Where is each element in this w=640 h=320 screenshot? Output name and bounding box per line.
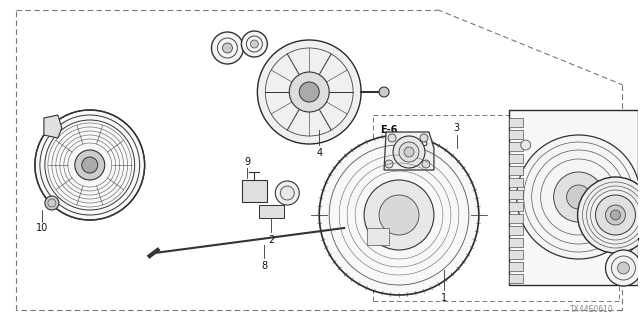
Ellipse shape <box>319 135 479 295</box>
Text: 8: 8 <box>261 261 268 271</box>
Ellipse shape <box>246 36 262 52</box>
Polygon shape <box>509 202 523 211</box>
Ellipse shape <box>393 136 425 168</box>
Ellipse shape <box>422 160 430 168</box>
Polygon shape <box>509 262 523 271</box>
Ellipse shape <box>605 250 640 286</box>
Polygon shape <box>509 274 523 283</box>
Ellipse shape <box>521 140 531 150</box>
Ellipse shape <box>554 172 604 222</box>
Ellipse shape <box>611 256 636 280</box>
Ellipse shape <box>618 262 630 274</box>
Polygon shape <box>509 238 523 247</box>
Ellipse shape <box>223 43 232 53</box>
Polygon shape <box>509 130 523 139</box>
Ellipse shape <box>420 134 428 142</box>
Polygon shape <box>509 118 523 127</box>
Ellipse shape <box>577 177 640 253</box>
Ellipse shape <box>611 210 620 220</box>
Ellipse shape <box>257 40 361 144</box>
Ellipse shape <box>275 181 300 205</box>
Polygon shape <box>509 214 523 223</box>
Text: 5: 5 <box>421 138 427 148</box>
Text: 3: 3 <box>454 123 460 133</box>
Polygon shape <box>44 115 62 138</box>
Text: 2: 2 <box>268 235 275 245</box>
Polygon shape <box>243 180 268 202</box>
Ellipse shape <box>300 82 319 102</box>
Ellipse shape <box>35 110 145 220</box>
Polygon shape <box>509 250 523 259</box>
Ellipse shape <box>399 142 419 162</box>
Text: 4: 4 <box>316 148 323 158</box>
Text: TX44E0610: TX44E0610 <box>570 306 614 315</box>
Polygon shape <box>367 228 389 245</box>
Text: 1: 1 <box>441 293 447 303</box>
Ellipse shape <box>250 40 259 48</box>
Text: E-6: E-6 <box>380 124 397 135</box>
Ellipse shape <box>289 72 329 112</box>
Polygon shape <box>384 132 434 170</box>
Text: 10: 10 <box>36 223 48 233</box>
Polygon shape <box>259 205 284 218</box>
Polygon shape <box>509 226 523 235</box>
Ellipse shape <box>280 186 294 200</box>
Text: 6: 6 <box>611 273 616 283</box>
Ellipse shape <box>45 196 59 210</box>
Polygon shape <box>509 142 523 151</box>
Ellipse shape <box>605 205 625 225</box>
Text: 7: 7 <box>634 238 639 248</box>
Polygon shape <box>509 178 523 187</box>
Polygon shape <box>509 166 523 175</box>
Ellipse shape <box>379 195 419 235</box>
Text: 9: 9 <box>244 157 250 167</box>
Ellipse shape <box>596 195 636 235</box>
Polygon shape <box>509 110 639 285</box>
Ellipse shape <box>241 31 268 57</box>
Ellipse shape <box>211 32 243 64</box>
Ellipse shape <box>516 135 640 259</box>
Ellipse shape <box>82 157 98 173</box>
Ellipse shape <box>218 38 237 58</box>
Ellipse shape <box>385 160 393 168</box>
Ellipse shape <box>388 134 396 142</box>
Ellipse shape <box>379 87 389 97</box>
Ellipse shape <box>364 180 434 250</box>
Ellipse shape <box>566 185 591 209</box>
Ellipse shape <box>404 147 414 157</box>
Ellipse shape <box>75 150 105 180</box>
Polygon shape <box>509 154 523 163</box>
Polygon shape <box>509 190 523 199</box>
